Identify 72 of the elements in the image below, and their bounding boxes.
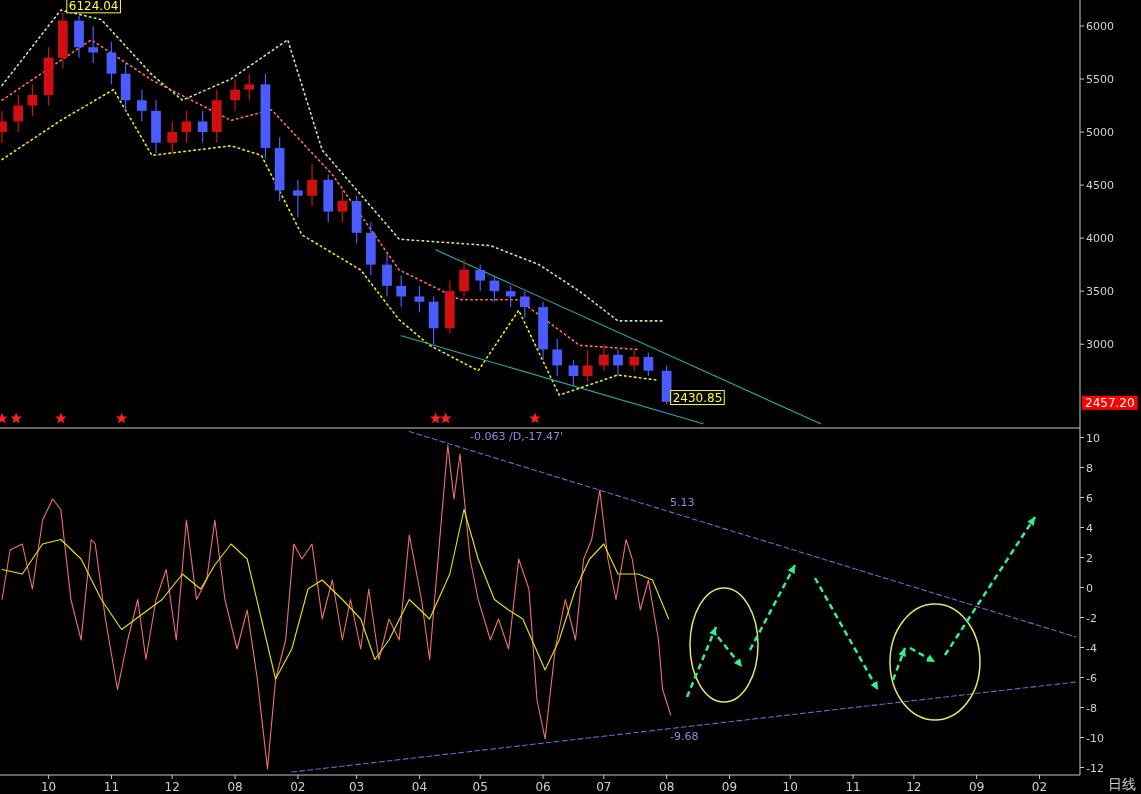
y-tick-label: 2 [1086,551,1093,565]
y-tick-label: 4 [1086,521,1093,535]
candlestick [396,274,407,308]
x-tick-label: 04 [411,780,428,794]
annotation: -0.063 /D,-17.47' [470,430,564,443]
candlestick [181,110,192,144]
y-tick-label: 0 [1086,581,1093,595]
y-tick-label: 10 [1086,431,1100,445]
x-tick-label: 09 [969,780,985,794]
y-tick-label: -6 [1086,671,1097,685]
y-tick-label: 5000 [1086,126,1114,140]
candlestick [106,41,117,85]
annotation: 2430.85 [672,390,723,405]
x-tick-label: 10 [40,780,57,794]
x-tick-label: 08 [227,780,243,794]
candlestick [337,189,348,223]
y-tick-label: 6000 [1086,19,1114,33]
candlestick [136,89,147,123]
y-tick-label: -10 [1086,731,1104,745]
candlestick [307,163,317,207]
candlestick [230,78,240,112]
x-tick-label: 12 [906,780,922,794]
candlestick [167,120,178,154]
y-tick-label: 6 [1086,491,1093,505]
y-tick-label: -8 [1086,701,1097,715]
x-tick-label: 05 [472,780,488,794]
candlestick [475,264,486,292]
x-tick-label: 06 [535,780,551,794]
x-tick-label: 02 [1031,780,1048,794]
x-tick-label: 03 [348,780,365,794]
line-series [1,508,670,680]
candlestick [13,94,24,133]
x-tick-label: 02 [290,780,306,794]
candlestick [414,285,425,313]
line-series [1,39,640,351]
candlestick [197,110,208,144]
candlestick [552,338,563,377]
annotation: 6124.04 [68,0,119,13]
y-tick-label: 5500 [1086,73,1114,87]
annotation: -9.68 [670,730,699,743]
y-tick-label: 8 [1086,461,1093,475]
y-tick-label: 4500 [1086,179,1114,193]
y-tick-label: 3500 [1086,285,1114,299]
x-tick-label: 11 [845,780,861,794]
candlestick [382,253,392,298]
candlestick [582,348,593,382]
y-tick-label: -2 [1086,611,1097,625]
y-tick-label: 3000 [1086,338,1114,352]
candlestick [629,348,640,372]
x-tick-label: 08 [659,780,675,794]
x-tick-label: 11 [103,780,120,794]
candlestick [643,352,654,377]
candlestick [568,359,579,388]
candlestick [27,83,38,117]
candlestick [244,73,255,101]
candlestick [519,290,530,319]
x-tick-label: 09 [721,780,738,794]
x-tick-label: 10 [782,780,798,794]
text: 日线 [1108,776,1136,792]
x-tick-label: 07 [596,780,612,794]
line-series [1,444,672,770]
y-tick-label: 4000 [1086,232,1114,246]
candlestick [293,179,303,218]
candlestick [88,25,99,64]
candlestick [459,258,469,298]
x-tick-label: 12 [164,780,180,794]
y-tick-label: -12 [1086,761,1104,775]
annotation: 5.13 [670,496,695,509]
candlestick [613,348,623,377]
y-tick-label: -4 [1086,641,1097,655]
candlestick [598,343,609,372]
text: 2457.20 [1085,395,1135,410]
